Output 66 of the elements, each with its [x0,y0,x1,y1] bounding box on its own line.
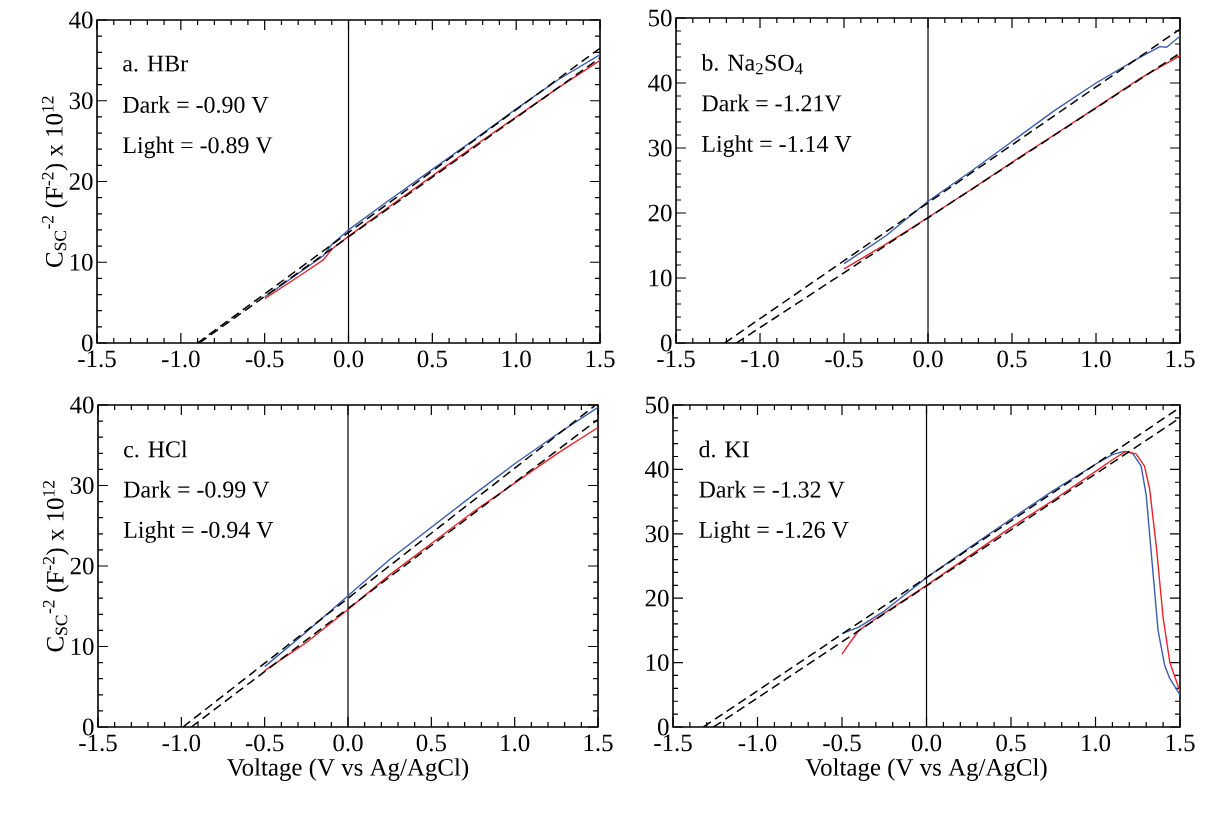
x-tick-label: 1.0 [1082,734,1111,752]
y-tick-label: 40 [69,11,93,29]
y-tick-label: 10 [70,253,93,271]
y-axis-title: C$_{SC}$$^{-2}$ (F$^{-2}$) x 10$^{12}$ [41,96,68,267]
annotation: a. HBr [123,55,188,72]
x-tick-label: 0.5 [997,350,1027,368]
x-tick-label: 1.0 [501,734,530,752]
annotation: c. HCl [124,440,188,458]
x-tick-label: -1.5 [654,734,692,752]
y-tick-label: 0 [657,718,669,736]
annotation: Light = -0.89 V [123,136,273,159]
x-tick-label: -0.5 [245,350,284,368]
annotation: Light = -0.94 V [123,521,274,543]
x-tick-label: -0.5 [823,734,861,752]
x-tick-label: 1.5 [584,734,613,752]
annotation: Light = -1.14 V [702,135,852,157]
x-tick-label: 0.5 [996,734,1026,752]
annotation: Light = -1.26 V [699,521,849,543]
x-tick-label: 0.0 [913,350,943,368]
annotation: Dark = -1.32 V [699,480,845,498]
x-tick-label: -0.5 [825,350,863,368]
x-tick-label: -1.0 [738,734,777,752]
annotation: d. KI [699,440,749,458]
y-tick-label: 0 [82,718,94,736]
y-tick-label: 30 [645,525,669,543]
x-tick-label: -1.0 [162,350,200,368]
y-tick-label: 30 [69,92,93,110]
x-axis-title: Voltage (V vs Ag/AgCl) [227,758,469,781]
y-tick-label: 30 [70,477,94,494]
x-tick-label: 0.0 [911,734,942,752]
x-tick-label: -1.5 [78,350,116,368]
y-tick-label: 50 [649,9,672,27]
y-tick-label: 0 [660,334,672,352]
annotation: b. Na$_{2}$SO$_{4}$ [701,53,803,75]
annotation: Dark = -1.21V [702,94,842,112]
x-tick-label: 1.0 [1082,350,1111,368]
x-tick-label: 1.0 [502,350,531,368]
y-axis-title: C$_{SC}$$^{-2}$ (F$^{-2}$) x 10$^{12}$ [42,481,69,652]
x-tick-label: 1.5 [1166,734,1195,752]
y-tick-label: 40 [648,74,672,92]
x-axis-title: Voltage (V vs Ag/AgCl) [805,758,1047,781]
y-tick-label: 40 [70,396,94,414]
y-tick-label: 20 [70,557,94,575]
x-tick-label: 1.5 [1166,350,1195,368]
y-tick-label: 20 [69,173,93,190]
x-tick-label: -1.5 [79,734,117,752]
y-tick-label: 20 [648,204,672,222]
y-tick-label: 30 [648,139,672,157]
x-tick-label: 0.0 [333,734,363,752]
x-tick-label: -1.5 [657,350,695,368]
y-tick-label: 40 [645,460,669,478]
x-tick-label: -1.0 [741,350,779,368]
y-tick-label: 20 [645,589,669,607]
x-tick-label: -0.5 [245,734,284,752]
y-tick-label: 0 [81,334,93,352]
x-tick-label: -1.0 [162,734,201,752]
annotation: Dark = -0.99 V [123,480,270,498]
y-tick-label: 10 [646,654,669,671]
x-tick-label: 0.5 [417,350,447,368]
x-tick-label: 0.0 [333,350,364,368]
y-tick-label: 10 [649,269,672,287]
y-tick-label: 10 [71,638,94,655]
annotation: Dark = -0.90 V [123,96,269,114]
x-tick-label: 0.5 [416,734,446,752]
y-tick-label: 50 [646,396,669,414]
x-tick-label: 1.5 [586,350,615,368]
